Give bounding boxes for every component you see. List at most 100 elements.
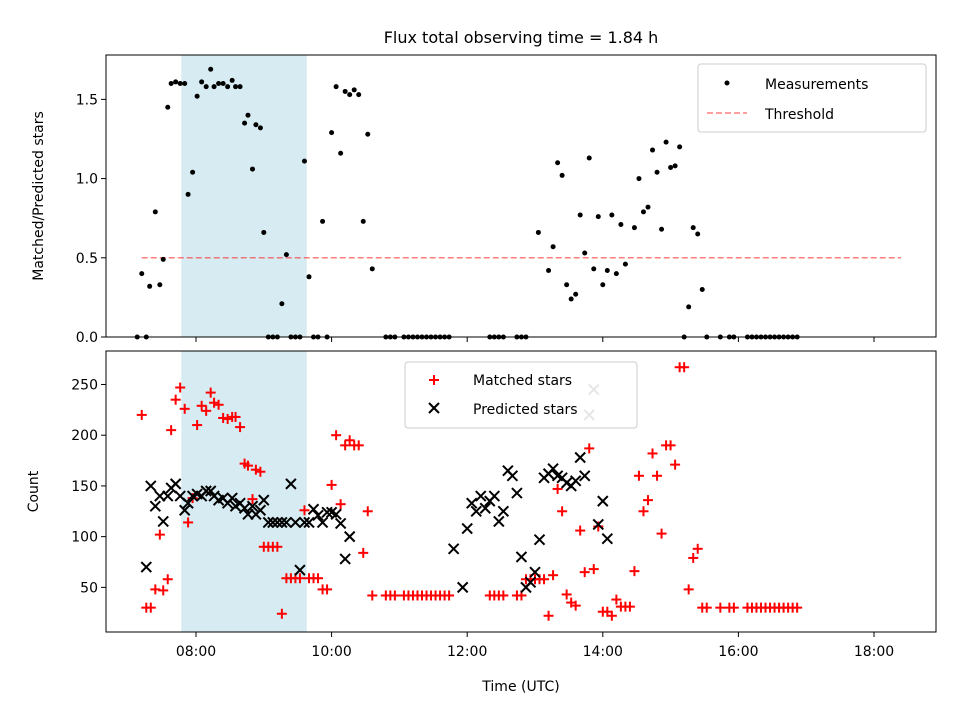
measurement-point — [672, 163, 678, 169]
ratio-panel: 0.0 0.5 1.0 1.5 Matched/Predicted stars Mea… — [31, 54, 937, 346]
matched-star-marker — [299, 505, 310, 516]
predicted-star-marker-b — [488, 490, 501, 502]
predicted-star-marker-b — [303, 516, 315, 529]
matched-star-marker — [584, 443, 595, 454]
predicted-star-marker-b — [157, 515, 169, 528]
ratio-y-tick-label: 1.5 — [76, 92, 98, 108]
predicted-star-marker-b — [254, 504, 267, 516]
matched-star-marker — [367, 590, 378, 601]
count-y-axis-label: Count — [26, 470, 42, 512]
predicted-star-marker-b — [182, 497, 194, 509]
matched-star-marker — [183, 517, 194, 528]
predicted-star-marker — [515, 551, 528, 563]
matched-star-marker — [162, 574, 173, 585]
measurement-point — [650, 147, 656, 153]
x-tick-label: 12:00 — [447, 644, 487, 660]
matched-star-marker — [389, 590, 400, 601]
measurement-point — [535, 229, 541, 235]
predicted-star-marker — [267, 516, 279, 529]
measurement-point — [279, 301, 285, 307]
measurement-point — [333, 84, 339, 90]
measurement-point — [329, 130, 335, 136]
matched-star-marker — [548, 570, 559, 581]
predicted-star-marker — [157, 515, 169, 528]
predicted-star-marker — [511, 487, 523, 499]
measurement-point — [631, 225, 637, 231]
legend-predicted-label: Predicted stars — [473, 402, 578, 418]
measurement-point — [622, 261, 628, 267]
matched-star-marker — [683, 584, 694, 595]
predicted-star-marker — [307, 503, 320, 515]
matched-star-marker — [656, 528, 667, 539]
legend-measurements-marker — [724, 80, 730, 86]
predicted-star-marker — [506, 470, 519, 482]
predicted-star-marker-b — [325, 506, 338, 519]
matched-star-marker — [575, 525, 586, 536]
matched-star-marker — [647, 448, 658, 459]
predicted-star-marker — [178, 504, 191, 516]
ratio-legend: Measurements Threshold — [697, 63, 927, 133]
matched-star-marker — [539, 574, 550, 585]
predicted-star-marker-b — [560, 477, 573, 489]
measurement-point — [356, 92, 362, 98]
measurement-point — [604, 267, 610, 273]
predicted-star-marker-b — [200, 485, 212, 497]
predicted-star-marker — [226, 492, 238, 504]
predicted-star-marker-b — [276, 516, 288, 529]
matched-star-marker — [196, 400, 207, 411]
measurement-point — [147, 283, 153, 289]
predicted-star-marker-b — [289, 516, 302, 529]
matched-star-marker — [205, 387, 216, 398]
predicted-star-marker-b — [280, 516, 293, 529]
predicted-star-marker-b — [343, 530, 356, 543]
matched-star-marker — [255, 466, 266, 477]
predicted-star-marker-b — [524, 576, 537, 588]
matched-star-marker — [326, 479, 337, 490]
legend-threshold-label: Threshold — [764, 107, 834, 123]
count-y-tick-label: 150 — [71, 479, 98, 495]
predicted-star-marker-b — [267, 516, 279, 529]
matched-star-marker — [588, 564, 599, 575]
predicted-star-marker-b — [592, 518, 604, 531]
chart-title: Flux total observing time = 1.84 h — [384, 28, 659, 47]
measurement-point — [216, 81, 222, 87]
predicted-star-marker — [246, 500, 259, 512]
measurement-point — [229, 77, 235, 83]
matched-star-marker — [170, 394, 181, 405]
predicted-star-marker-b — [316, 516, 329, 529]
measurement-point — [242, 120, 248, 126]
predicted-star-marker-b — [334, 517, 347, 530]
ratio-y-axis-label: Matched/Predicted stars — [31, 111, 47, 281]
measurement-point — [250, 166, 255, 172]
predicted-star-marker-b — [238, 502, 251, 514]
predicted-star-marker — [285, 478, 297, 490]
predicted-star-marker-b — [162, 490, 174, 502]
matched-star-marker — [247, 494, 258, 505]
measurement-point — [177, 81, 183, 87]
predicted-star-marker-b — [569, 475, 582, 487]
count-y-tick-label: 200 — [71, 428, 98, 444]
matched-star-marker — [570, 600, 581, 611]
predicted-star-marker-b — [258, 494, 270, 506]
predicted-star-marker-b — [466, 497, 478, 509]
predicted-star-marker-b — [579, 470, 591, 482]
matched-star-marker — [557, 506, 568, 517]
legend-matched-label: Matched stars — [473, 373, 572, 389]
predicted-star-marker-b — [271, 516, 284, 529]
matched-star-marker — [353, 440, 364, 451]
predicted-star-marker-b — [597, 495, 609, 507]
x-tick-label: 16:00 — [718, 644, 758, 660]
measurement-point — [190, 169, 196, 175]
count-points — [136, 362, 803, 621]
measurement-point — [182, 81, 188, 87]
predicted-star-marker-b — [506, 470, 519, 482]
measurement-point — [591, 266, 597, 272]
measurement-point — [609, 212, 615, 218]
predicted-star-marker — [312, 509, 324, 522]
predicted-star-marker — [316, 516, 329, 529]
measurement-point — [338, 150, 344, 156]
measurement-point — [225, 84, 231, 90]
measurement-point — [194, 93, 200, 99]
matched-star-marker — [665, 440, 676, 451]
matched-star-marker — [688, 552, 699, 563]
